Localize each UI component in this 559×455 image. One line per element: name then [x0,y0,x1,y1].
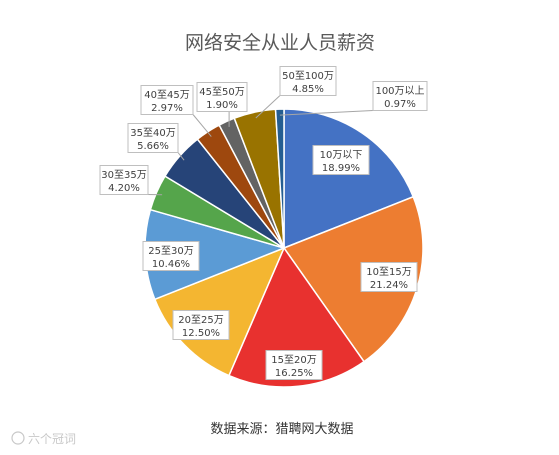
slice-category-label: 40至45万 [144,89,189,101]
leader-line [192,114,212,137]
slice-percent-label: 5.66% [137,141,169,152]
slice-percent-label: 10.46% [152,259,190,270]
label-callout [265,350,323,380]
slice-percent-label: 21.24% [370,280,408,291]
leader-lines [147,95,374,196]
label-callout [142,241,200,271]
leader-line [279,110,374,116]
slice-category-label: 30至35万 [101,169,146,181]
pie-slice [274,108,285,249]
watermark-text: 六个冠词 [28,432,76,446]
label-callout [372,81,428,111]
label-callout [279,66,337,96]
slice-category-label: 10万以下 [320,150,363,161]
slice-percent-label: 4.20% [108,183,140,194]
slice-percent-label: 1.90% [206,100,238,111]
label-callout [312,145,370,175]
slice-percent-label: 2.97% [151,103,183,114]
chart-title: 网络安全从业人员薪资 [185,32,375,54]
slice-category-label: 50至100万 [282,70,334,82]
slice-category-label: 20至25万 [178,314,223,326]
label-callout [360,262,418,292]
slice-percent-label: 12.50% [182,328,220,339]
slice-percent-label: 0.97% [384,99,416,110]
slice-category-label: 100万以上 [375,85,424,97]
data-source: 数据来源：猎聘网大数据 [210,422,353,437]
slice-percent-label: 4.85% [292,84,324,95]
pie-slice [283,108,415,250]
slice-percent-label: 18.99% [322,163,360,174]
slice-category-label: 45至50万 [199,86,244,98]
watermark-logo-icon [11,431,25,445]
leader-line [255,95,281,119]
slice-percent-label: 16.25% [275,368,313,379]
label-callout [140,85,194,115]
pie-slices [144,108,424,388]
slice-category-label: 15至20万 [271,354,316,366]
slice-category-label: 35至40万 [130,127,175,139]
slice-category-label: 10至15万 [366,266,411,278]
slice-labels: 10万以下 18.99% 10至15万 21.24% 15至20万 16.25% 20至25… [99,66,428,380]
label-callout [172,310,230,340]
pie-slice [227,246,366,388]
label-callout [127,123,179,153]
watermark: 六个冠词 [11,431,76,446]
leader-line [177,152,185,161]
label-callout [196,82,248,112]
slice-category-label: 25至30万 [148,245,193,257]
label-callout [99,165,149,195]
